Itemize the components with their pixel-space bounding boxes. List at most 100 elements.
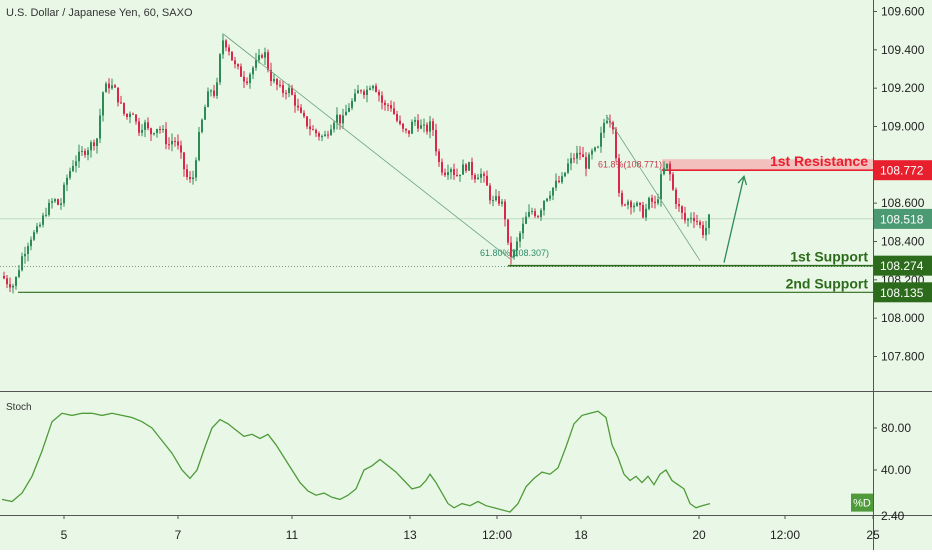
- candle-body: [306, 116, 308, 127]
- candle-body: [606, 120, 608, 123]
- candle-body: [189, 177, 191, 180]
- candle-body: [78, 151, 80, 162]
- candle-body: [543, 200, 545, 211]
- candle-body: [555, 180, 557, 188]
- candle-body: [669, 163, 671, 175]
- price-tick-label: 108.600: [881, 196, 925, 210]
- candle-body: [432, 121, 434, 130]
- candle-body: [642, 205, 644, 218]
- candle-body: [288, 87, 290, 94]
- candle-body: [99, 115, 101, 139]
- candle-body: [393, 108, 395, 115]
- candle-body: [255, 60, 257, 68]
- candle-body: [510, 242, 512, 258]
- candle-body: [159, 129, 161, 131]
- time-tick-label: 18: [574, 528, 588, 542]
- trendline: [605, 114, 701, 261]
- candle-body: [75, 161, 77, 166]
- candle-body: [483, 173, 485, 176]
- candle-body: [27, 246, 29, 254]
- candle-body: [639, 202, 641, 206]
- candle-body: [453, 169, 455, 175]
- candle-body: [84, 150, 86, 156]
- candle-body: [138, 121, 140, 133]
- candle-body: [561, 176, 563, 183]
- candle-body: [582, 154, 584, 158]
- candle-body: [219, 54, 221, 83]
- candle-body: [144, 122, 146, 130]
- candle-body: [687, 219, 689, 221]
- candle-body: [441, 162, 443, 173]
- candle-body: [516, 241, 518, 251]
- candle-body: [246, 81, 248, 84]
- candle-body: [300, 107, 302, 113]
- resistance-zone: [662, 159, 873, 171]
- candle-body: [18, 270, 20, 277]
- candle-body: [480, 173, 482, 178]
- candle-body: [213, 90, 215, 96]
- candle-body: [399, 120, 401, 124]
- candle-body: [363, 91, 365, 95]
- candle-body: [558, 180, 560, 183]
- candle-body: [3, 276, 5, 279]
- price-tick-label: 109.200: [881, 81, 925, 95]
- candle-body: [96, 138, 98, 147]
- candle-body: [573, 158, 575, 160]
- candle-body: [81, 150, 83, 152]
- price-tick-label: 109.600: [881, 5, 925, 19]
- level-axis-label: 108.274: [880, 259, 924, 273]
- candle-body: [276, 78, 278, 85]
- candle-body: [576, 152, 578, 159]
- candle-body: [345, 111, 347, 116]
- candle-body: [657, 199, 659, 204]
- candle-body: [618, 158, 620, 193]
- candle-body: [132, 113, 134, 115]
- candle-body: [117, 87, 119, 103]
- candle-body: [681, 206, 683, 213]
- time-tick-label: 25: [866, 528, 880, 542]
- candle-body: [21, 256, 23, 271]
- candle-body: [93, 142, 95, 147]
- candle-body: [48, 202, 50, 215]
- candle-body: [234, 60, 236, 65]
- projection-arrow-shaft: [723, 176, 745, 263]
- candle-body: [405, 128, 407, 131]
- candle-body: [528, 211, 530, 217]
- candle-body: [459, 174, 461, 177]
- candle-body: [222, 40, 224, 55]
- candle-body: [168, 144, 170, 146]
- candle-body: [651, 197, 653, 202]
- level-axis-label: 108.772: [880, 164, 924, 178]
- candle-body: [210, 90, 212, 92]
- candle-body: [324, 134, 326, 137]
- candle-body: [654, 201, 656, 204]
- candle-body: [330, 129, 332, 136]
- candle-body: [177, 141, 179, 146]
- candle-body: [348, 107, 350, 112]
- candle-body: [267, 52, 269, 70]
- candle-body: [588, 154, 590, 169]
- candle-body: [51, 201, 53, 203]
- candle-body: [546, 198, 548, 201]
- candle-body: [165, 128, 167, 145]
- candle-body: [105, 83, 107, 93]
- time-tick-label: 12:00: [482, 528, 512, 542]
- candle-body: [540, 210, 542, 218]
- candle-body: [501, 201, 503, 204]
- candle-body: [417, 120, 419, 129]
- candle-body: [426, 124, 428, 132]
- candle-body: [270, 69, 272, 82]
- level-name-label: 2nd Support: [786, 275, 869, 291]
- candle-body: [108, 83, 110, 89]
- candle-body: [414, 120, 416, 122]
- time-tick-label: 13: [403, 528, 417, 542]
- candle-body: [429, 121, 431, 132]
- candle-body: [174, 140, 176, 142]
- candle-body: [462, 164, 464, 175]
- candle-body: [531, 211, 533, 213]
- candle-body: [477, 177, 479, 180]
- candle-body: [237, 64, 239, 67]
- candle-body: [594, 147, 596, 151]
